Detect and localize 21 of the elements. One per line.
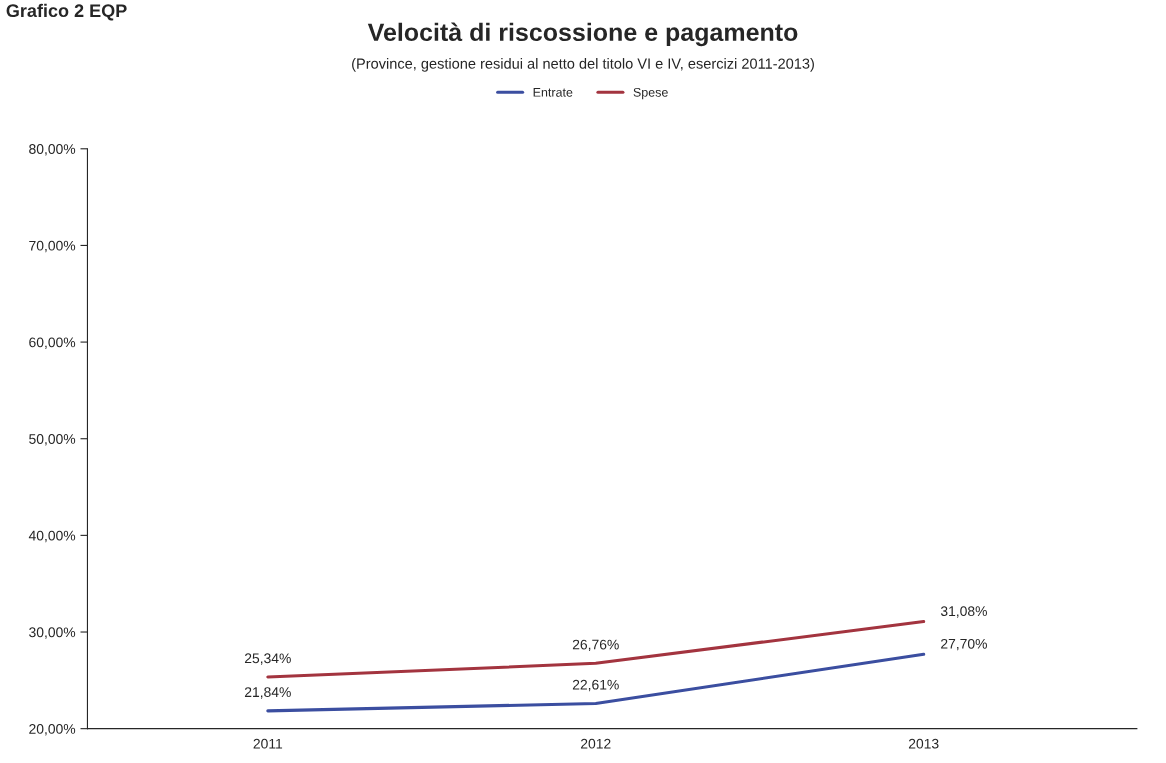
x-tick-label: 2012 — [581, 738, 611, 749]
text: Grafico 2 EQP — [6, 3, 127, 21]
y-tick-label: 50,00% — [29, 434, 76, 446]
data-label: 25,34% — [244, 653, 291, 665]
data-label: 21,84% — [244, 687, 291, 699]
data-label: 31,08% — [940, 606, 987, 618]
data-label: 26,76% — [572, 639, 619, 652]
y-tick-label: 20,00% — [29, 724, 76, 736]
x-tick-label: 2013 — [908, 738, 939, 749]
chart-title: Velocità di riscossione e pagamento — [367, 22, 798, 47]
y-tick-label: 60,00% — [29, 337, 76, 349]
data-label: 27,70% — [941, 638, 987, 651]
data-label: 22,61% — [572, 679, 619, 692]
chart-subtitle: (Province, gestione residui al netto del titolo VI e IV, esercizi 2011-2013) — [352, 58, 814, 72]
y-tick-label: 30,00% — [29, 627, 76, 639]
x-tick-label: 2011 — [253, 738, 283, 749]
y-tick-label: 70,00% — [29, 240, 76, 253]
y-tick-label: 40,00% — [28, 530, 76, 543]
legend-label: Spese — [633, 87, 668, 100]
y-tick-label: 80,00% — [29, 144, 76, 156]
legend-label: Entrate — [533, 88, 573, 97]
